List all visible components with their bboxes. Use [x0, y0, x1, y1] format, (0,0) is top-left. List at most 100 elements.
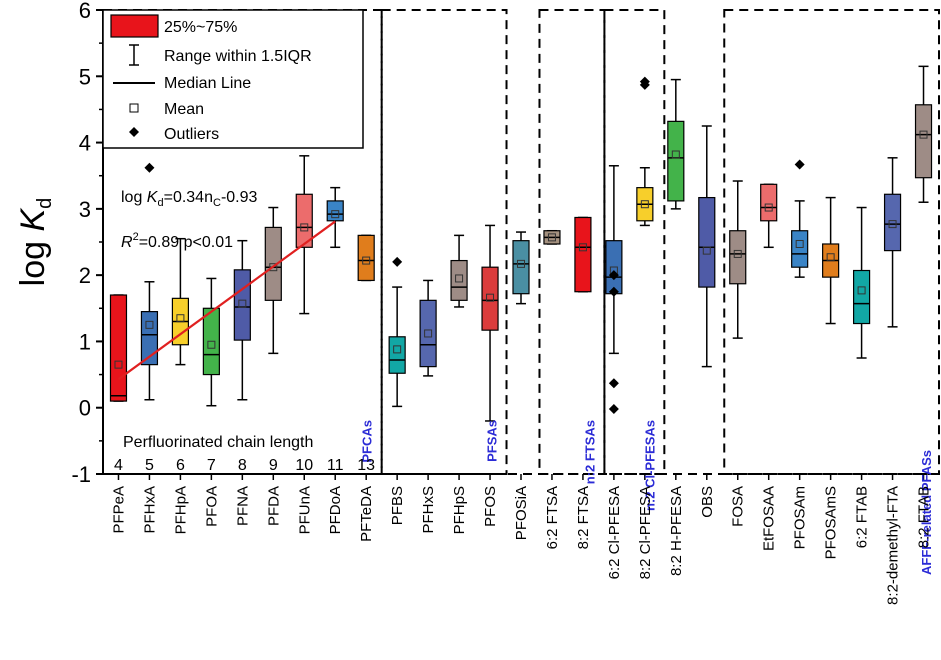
box-iqr [852, 269, 871, 325]
y-tick-label: 0 [79, 396, 91, 421]
mean-marker [269, 263, 278, 272]
y-tick-label: 6 [79, 0, 91, 23]
box-pfosams [822, 196, 840, 325]
labels: PFCAs PFSAs n:2 FTSAs n:2 Cl-PFESAs AFFF-rel… [110, 189, 934, 605]
x-tick-label: 8:2-demethyl-FTA [885, 486, 902, 605]
mean-marker [702, 246, 711, 255]
box-iqr [295, 193, 313, 248]
axes: -1 0 1 2 3 4 5 6 log Kd [14, 0, 939, 487]
outlier-point [639, 79, 650, 90]
regression-group [117, 220, 336, 381]
box-pfna [233, 239, 251, 401]
mean-marker [795, 239, 804, 248]
outlier-point [608, 378, 619, 389]
box-iqr [109, 294, 128, 402]
box-pfhxa [140, 162, 159, 401]
outlier-point [608, 286, 619, 297]
mean-marker [362, 256, 371, 265]
x-tick-label: PFHxA [141, 486, 158, 534]
box-pfoa [202, 277, 220, 407]
chain-length-number: 11 [327, 457, 344, 474]
group-label: n:2 Cl-PFESAs [642, 420, 657, 511]
x-tick-label: 8:2 FTAB [916, 486, 933, 548]
box-series [109, 65, 933, 422]
outlier-point [608, 404, 619, 415]
box-8-2-cl-pfesa [636, 76, 654, 227]
mean-marker [300, 223, 309, 232]
mean-marker [207, 340, 216, 349]
y-tick-label: 4 [79, 131, 91, 156]
legend: 25%~75% Range within 1.5IQR Median Line Mea… [102, 9, 364, 149]
mean-marker [424, 329, 433, 338]
group-label: PFSAs [485, 420, 500, 462]
chain-length-number: 9 [269, 457, 278, 474]
y-tick-label: 3 [79, 197, 91, 222]
mean-marker [145, 320, 154, 329]
legend-mean-label: Mean [164, 101, 204, 118]
regression-line [117, 220, 336, 381]
y-tick-label: -1 [71, 462, 91, 487]
box-pfteda [357, 234, 375, 282]
box-iqr [574, 216, 592, 293]
mean-marker [455, 274, 464, 283]
mean-marker [578, 243, 587, 252]
box-fosa [729, 180, 747, 339]
mean-marker [826, 253, 835, 262]
legend-outliers-label: Outliers [164, 126, 219, 143]
mean-marker [764, 203, 773, 212]
legend-outlier-symbol [129, 127, 139, 137]
box-pfosam [791, 159, 809, 278]
x-tick-label: PFOSiA [513, 486, 530, 540]
box-etfosaa [760, 183, 778, 249]
r-squared-annotation: R2=0.89 p<0.01 [121, 231, 233, 251]
x-tick-label: PFUnA [296, 486, 313, 534]
x-tick-label: PFHpA [172, 486, 189, 534]
box-8-2-h-pfesa [667, 78, 685, 210]
box-pfuna [295, 155, 313, 315]
box-iqr [450, 259, 468, 301]
x-tick-label: EtFOSAA [761, 486, 778, 551]
box-8-2-demethyl-fta [883, 157, 902, 328]
x-tick-label: PFHxS [420, 486, 437, 534]
chain-length-number: 5 [145, 457, 154, 474]
x-tick-label: PFOA [203, 486, 220, 527]
box-iqr [388, 336, 406, 374]
box-pfosia [512, 231, 530, 305]
x-tick-label: 8:2 H-PFESA [668, 486, 685, 576]
box-iqr [698, 196, 716, 288]
chain-length-number: 13 [357, 457, 375, 474]
group-label: n:2 FTSAs [582, 420, 597, 484]
outlier-point [608, 270, 619, 281]
box-8-2-ftab [914, 65, 933, 203]
box-iqr [791, 230, 809, 268]
chain-length-number: 4 [114, 457, 123, 474]
mean-marker [640, 200, 649, 209]
mean-marker [671, 150, 680, 159]
x-tick-label: PFOSAmS [823, 486, 840, 559]
group-frame-n-2-cl-pfesas [603, 9, 666, 475]
x-tick-label: PFBS [389, 486, 406, 525]
x-tick-label: 6:2 Cl-PFESA [606, 486, 623, 579]
mean-marker [238, 299, 247, 308]
mean-marker [114, 360, 123, 369]
x-tick-label: PFPeA [110, 486, 127, 534]
chain-length-number: 7 [207, 457, 216, 474]
outlier-point [144, 162, 155, 173]
mean-marker [176, 314, 185, 323]
chain-length-number: 6 [176, 457, 185, 474]
y-tick-label: 5 [79, 64, 91, 89]
mean-marker [517, 259, 525, 268]
y-tick-label: 1 [79, 329, 91, 354]
x-tick-label: PFOS [482, 486, 499, 527]
x-tick-label: PFDA [265, 486, 282, 526]
chain-length-number: 10 [295, 457, 313, 474]
x-tick-label: OBS [699, 486, 716, 518]
legend-range-label: Range within 1.5IQR [164, 48, 312, 65]
chain-length-number: 8 [238, 457, 247, 474]
group-frame-pfsas [380, 9, 508, 475]
outlier-point [794, 159, 805, 170]
outlier-point [392, 256, 403, 267]
mean-marker [733, 249, 742, 258]
y-axis-label: log Kd [14, 198, 56, 287]
